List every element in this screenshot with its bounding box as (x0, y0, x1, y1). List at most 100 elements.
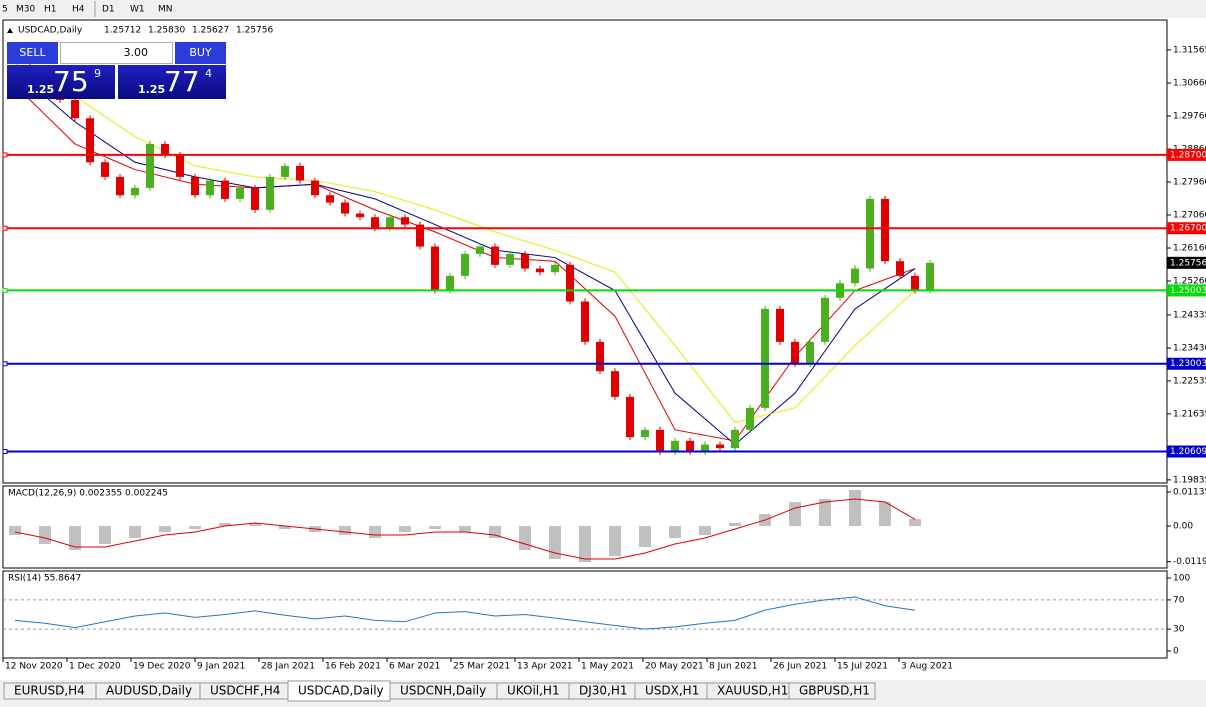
candle (101, 162, 109, 177)
candle (311, 180, 319, 196)
tab-label[interactable]: XAUUSD,H1 (717, 684, 788, 698)
timeframe-button[interactable]: MN (158, 5, 173, 15)
candle (866, 198, 874, 269)
toolbar (0, 0, 1206, 18)
x-tick-label: 12 Nov 2020 (5, 662, 63, 672)
y-tick-label: 1.27960 (1173, 178, 1206, 188)
candle (281, 165, 289, 177)
line-handle (2, 225, 8, 231)
y-tick-label: 1.31565 (1173, 45, 1206, 55)
line-handle (2, 361, 8, 367)
candle (581, 301, 589, 342)
line-handle (2, 287, 8, 293)
sell-button[interactable]: SELL (7, 42, 58, 64)
tab-label[interactable]: EURUSD,H4 (14, 684, 85, 698)
bid-pips: 75 (53, 65, 89, 98)
timeframe-button[interactable]: D1 (102, 5, 115, 15)
candle (776, 308, 784, 342)
x-tick-label: 25 Mar 2021 (453, 662, 510, 672)
y-tick-label: 30 (1173, 625, 1185, 635)
level-label: 1.28700 (1170, 150, 1206, 160)
candle (566, 264, 574, 302)
moving-average (14, 62, 916, 424)
y-tick-label: 0 (1173, 646, 1179, 656)
x-tick-label: 9 Jan 2021 (197, 662, 245, 672)
macd-bar (639, 526, 651, 548)
timeframe-button[interactable]: H4 (72, 5, 85, 15)
candle (446, 275, 454, 291)
macd-bar (609, 526, 621, 557)
y-tick-label: 0.00 (1173, 522, 1193, 532)
tab-label[interactable]: UKOil,H1 (507, 684, 560, 698)
y-tick-label: 1.23430 (1173, 344, 1206, 354)
macd-bar (549, 526, 561, 560)
candle (911, 275, 919, 291)
macd-frame (2, 485, 1168, 569)
bid-point: 9 (94, 67, 101, 80)
candle (596, 341, 604, 372)
candle (86, 118, 94, 163)
x-tick-label: 26 Jun 2021 (773, 662, 827, 672)
symbol: USDCAD,Daily (18, 26, 83, 36)
price-label-box (1167, 256, 1206, 269)
y-tick-label: 1.30660 (1173, 79, 1206, 89)
candle (671, 440, 679, 452)
tab-label[interactable]: DJ30,H1 (579, 684, 628, 698)
candle (371, 217, 379, 229)
x-tick-label: 16 Feb 2021 (325, 662, 381, 672)
tab-label[interactable]: AUDUSD,Daily (106, 684, 192, 698)
macd-bar (489, 526, 501, 539)
level-label-box (1167, 148, 1206, 161)
buy-button[interactable]: BUY (175, 42, 226, 64)
candle (386, 217, 394, 229)
x-tick-label: 1 Dec 2020 (69, 662, 121, 672)
candle (431, 246, 439, 291)
macd-bar (519, 526, 531, 551)
timeframe-button[interactable]: H1 (44, 5, 57, 15)
candle (221, 180, 229, 199)
candle (851, 268, 859, 284)
tab-label[interactable]: GBPUSD,H1 (799, 684, 870, 698)
timeframe-button[interactable]: W1 (130, 5, 145, 15)
macd-bar (39, 526, 51, 545)
x-tick-label: 19 Dec 2020 (133, 662, 191, 672)
macd-bar (99, 526, 111, 545)
timeframe-button[interactable]: M30 (16, 5, 35, 15)
y-tick-label: 1.19835 (1173, 475, 1206, 485)
macd-bar (69, 526, 81, 551)
tab-label[interactable]: USDX,H1 (645, 684, 699, 698)
lots-input[interactable]: 3.00 (60, 42, 173, 64)
y-tick-label: 1.21635 (1173, 409, 1206, 419)
candle (116, 176, 124, 196)
candle (461, 253, 469, 276)
candle (626, 396, 634, 438)
candle (491, 246, 499, 265)
tab-label[interactable]: USDCNH,Daily (400, 684, 486, 698)
candle (191, 176, 199, 196)
level-label-box (1167, 357, 1206, 370)
candle (611, 371, 619, 397)
candle (791, 341, 799, 364)
header-arrow (7, 28, 13, 33)
ask-quote[interactable]: 1.25 77 4 (118, 65, 226, 99)
tab-label[interactable]: USDCAD,Daily (298, 684, 384, 698)
y-tick-label: 0.01135 (1173, 487, 1206, 497)
bid-quote[interactable]: 1.25 75 9 (7, 65, 115, 99)
candle (401, 217, 409, 225)
level-label: 1.20609 (1170, 447, 1206, 457)
candle (476, 246, 484, 254)
tab[interactable] (788, 682, 876, 700)
x-tick-label: 20 May 2021 (645, 662, 704, 672)
candle (896, 261, 904, 276)
ohlc-value: 1.25712 (104, 26, 141, 36)
macd-bar (339, 526, 351, 536)
candle (71, 99, 79, 119)
y-tick-label: 1.24335 (1173, 310, 1206, 320)
x-tick-label: 28 Jan 2021 (261, 662, 315, 672)
tab-label[interactable]: USDCHF,H4 (210, 684, 280, 698)
candle (701, 444, 709, 452)
level-label-box (1167, 222, 1206, 235)
ohlc-value: 1.25830 (148, 26, 185, 36)
timeframe-button[interactable]: 5 (2, 5, 8, 15)
